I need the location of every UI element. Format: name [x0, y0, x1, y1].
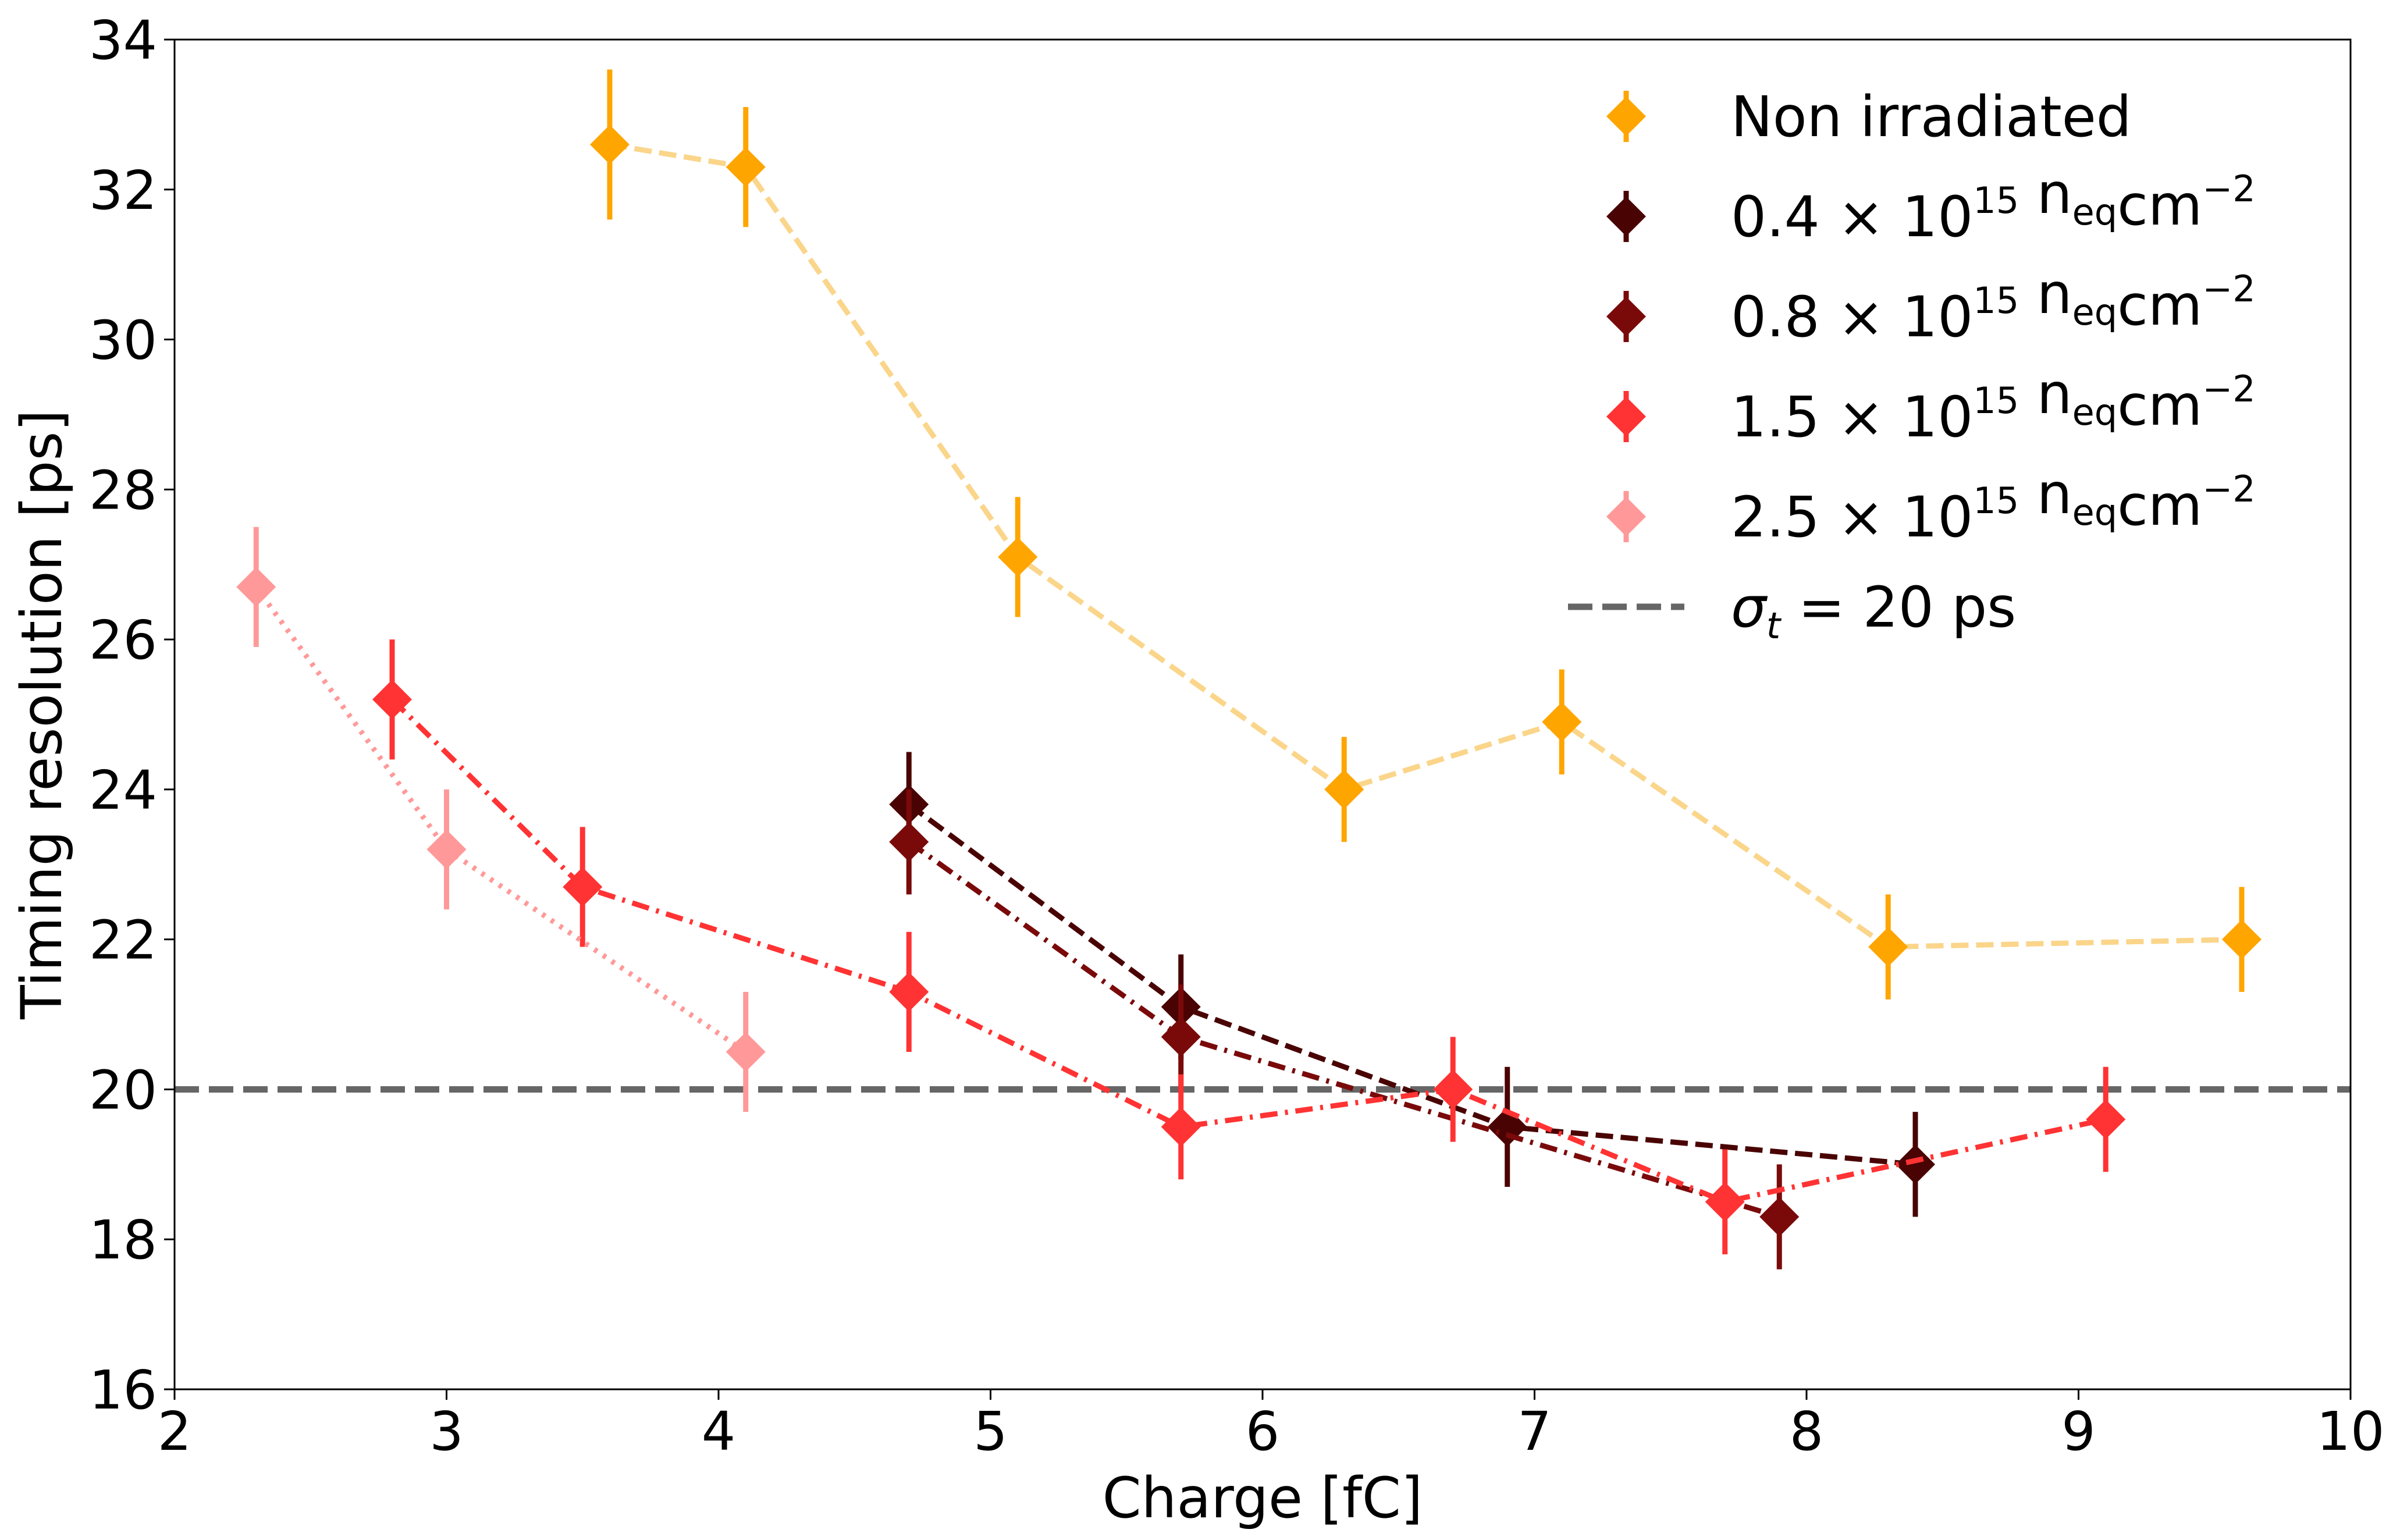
x-tick-label: 5	[973, 1400, 1008, 1463]
legend-entry: 0.4 × 1015 neqcm−2	[1606, 161, 2256, 250]
data-point	[2222, 919, 2262, 959]
data-point	[889, 822, 929, 862]
y-tick-label: 18	[89, 1209, 157, 1271]
series-group	[889, 789, 1800, 1269]
y-tick-label: 22	[89, 909, 157, 972]
legend-label: 2.5 × 1015 neqcm−2	[1731, 461, 2256, 550]
y-tick-label: 34	[89, 9, 157, 72]
legend-marker	[1606, 397, 1646, 436]
legend-label-part: n	[2019, 361, 2072, 426]
data-point	[1868, 927, 1908, 967]
data-point	[1433, 1069, 1473, 1109]
legend-label-part: 1.5 × 10	[1731, 385, 1973, 450]
data-point	[726, 1032, 766, 1072]
data-point	[1324, 769, 1364, 809]
legend-label-part: n	[2019, 161, 2072, 226]
legend-label-part: Non irradiated	[1731, 84, 2132, 150]
legend-marker	[1606, 97, 1646, 136]
series-line	[907, 802, 1916, 1167]
legend-label: 0.4 × 1015 neqcm−2	[1731, 161, 2256, 250]
data-point	[2086, 1100, 2126, 1139]
legend-label-part: 15	[1973, 279, 2019, 322]
legend-label: 0.8 × 1015 neqcm−2	[1731, 261, 2256, 350]
legend-reference-label: σt = 20 ps	[1731, 575, 2016, 647]
legend-entry-reference: σt = 20 ps	[1568, 575, 2016, 647]
data-point	[726, 147, 766, 187]
y-tick-label: 20	[89, 1059, 157, 1121]
legend-entry: Non irradiated	[1606, 84, 2132, 150]
x-axis-title: Charge [fC]	[1103, 1466, 1423, 1531]
data-point	[1705, 1182, 1745, 1222]
legend-label-part: cm	[2117, 273, 2202, 338]
data-point	[889, 972, 929, 1012]
legend-label-part: eq	[2072, 191, 2118, 233]
data-point	[1759, 1197, 1800, 1237]
data-point	[1161, 1107, 1201, 1147]
data-point	[1161, 1017, 1201, 1057]
legend-sigma-sub: t	[1766, 604, 1782, 647]
legend-entry: 2.5 × 1015 neqcm−2	[1606, 461, 2256, 550]
data-point	[236, 567, 276, 607]
data-point	[998, 537, 1038, 577]
legend-label-part: −2	[2202, 468, 2255, 510]
legend-reference-value: = 20 ps	[1780, 575, 2016, 640]
data-point	[1896, 1144, 1935, 1185]
y-tick-label: 30	[89, 310, 157, 372]
data-point	[372, 680, 412, 720]
y-axis-title: Timing resolution [ps]	[9, 410, 74, 1020]
series-group	[590, 69, 2262, 1000]
x-tick-label: 9	[2061, 1400, 2096, 1463]
x-tick-label: 7	[1517, 1400, 1552, 1463]
y-tick-label: 26	[89, 609, 157, 671]
series-layer	[236, 69, 2262, 1269]
legend-label-part: cm	[2117, 473, 2202, 538]
legend-entry: 1.5 × 1015 neqcm−2	[1606, 361, 2256, 450]
x-tick-label: 4	[702, 1400, 736, 1463]
legend-label-part: 0.8 × 10	[1731, 284, 1973, 350]
legend-label-part: 2.5 × 10	[1731, 485, 1973, 550]
legend-label-part: eq	[2072, 391, 2118, 433]
y-tick-label: 16	[89, 1359, 157, 1421]
x-tick-label: 10	[2316, 1400, 2384, 1463]
y-tick-label: 32	[89, 159, 157, 222]
series-group	[236, 527, 766, 1112]
data-point	[563, 867, 603, 907]
y-tick-label: 24	[89, 759, 157, 821]
series-line	[254, 585, 748, 1054]
legend-label-part: n	[2019, 261, 2072, 326]
legend-label-part: n	[2019, 461, 2072, 527]
legend-marker	[1606, 497, 1646, 536]
data-point	[1542, 702, 1582, 742]
data-point	[590, 125, 630, 165]
legend-label-part: 0.4 × 10	[1731, 184, 1973, 250]
legend-label-part: cm	[2117, 373, 2202, 438]
legend-label: Non irradiated	[1731, 84, 2132, 150]
legend-label-part: eq	[2072, 291, 2118, 333]
x-tick-label: 2	[158, 1400, 192, 1463]
legend-entry: 0.8 × 1015 neqcm−2	[1606, 261, 2256, 350]
legend-label-part: cm	[2117, 173, 2202, 238]
legend-label-part: −2	[2202, 368, 2255, 410]
x-tick-label: 8	[1790, 1400, 1824, 1463]
legend-sigma: σ	[1731, 575, 1768, 640]
y-tick-label: 28	[89, 459, 157, 521]
legend-label-part: eq	[2072, 491, 2118, 534]
legend-label-part: 15	[1973, 379, 2019, 422]
legend-marker	[1606, 197, 1646, 236]
legend-label-part: 15	[1973, 179, 2019, 222]
legend-label-part: 15	[1973, 479, 2019, 522]
legend-label: 1.5 × 1015 neqcm−2	[1731, 361, 2256, 450]
legend-marker	[1606, 297, 1646, 336]
series-group	[889, 752, 1935, 1217]
data-point	[426, 830, 467, 869]
legend-label-part: −2	[2202, 268, 2255, 310]
x-tick-label: 3	[429, 1400, 464, 1463]
x-tick-label: 6	[1246, 1400, 1280, 1463]
legend-label-part: −2	[2202, 168, 2255, 210]
series-group	[372, 639, 2126, 1254]
